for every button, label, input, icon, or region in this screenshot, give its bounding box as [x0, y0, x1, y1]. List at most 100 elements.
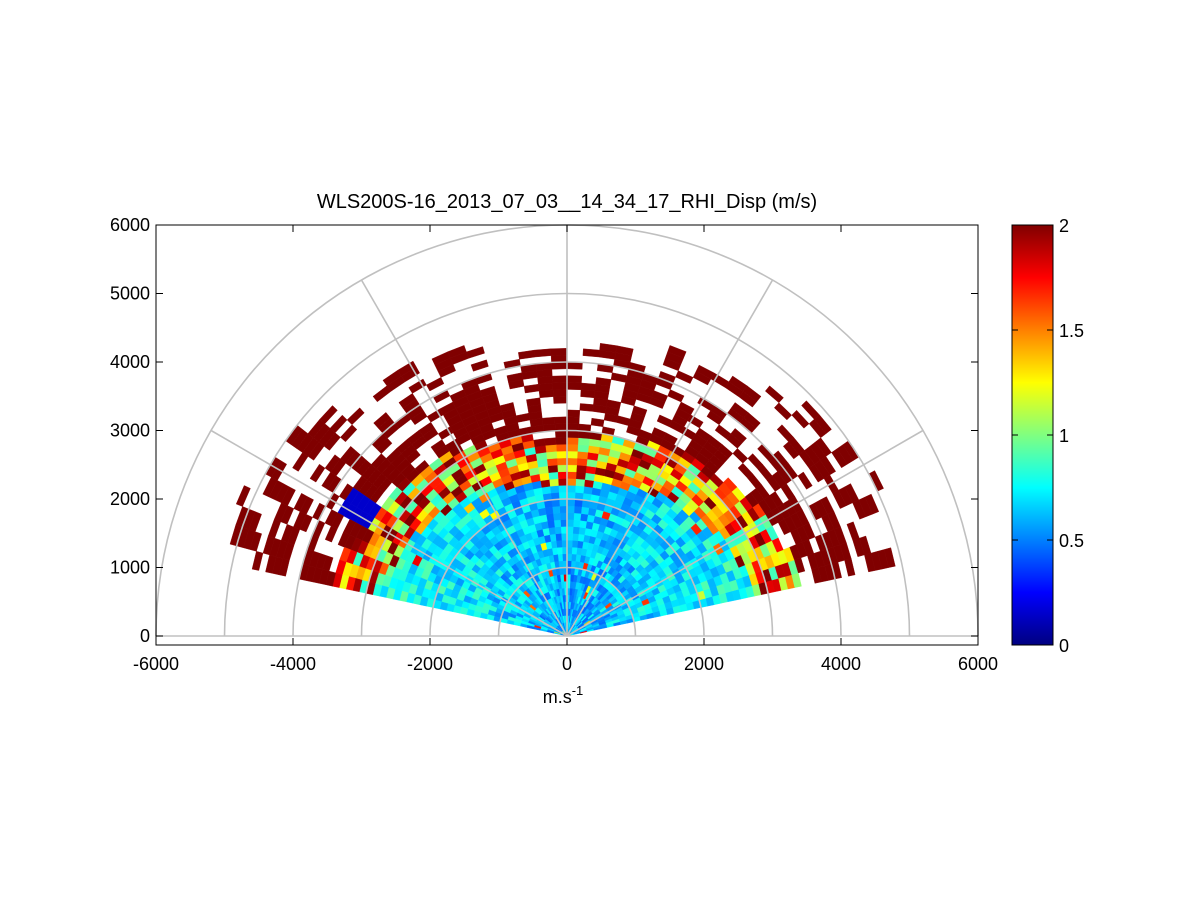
- colorbar: 00.511.52: [1012, 216, 1084, 656]
- range-gate-cell: [567, 458, 577, 465]
- range-gate-cell: [576, 479, 585, 487]
- colorbar-ramp: [1012, 225, 1053, 645]
- range-gate-cell: [556, 444, 567, 451]
- range-gate-cell: [554, 520, 561, 527]
- y-tick-label: 2000: [110, 489, 150, 509]
- range-gate-cell: [567, 376, 582, 383]
- y-tick-label: 4000: [110, 352, 150, 372]
- range-gate-cell: [576, 472, 586, 480]
- range-gate-cell: [567, 540, 572, 547]
- range-gate-cell: [567, 533, 573, 540]
- range-gate-cell: [567, 499, 575, 506]
- range-gate-cell: [578, 438, 590, 446]
- range-gate-cell: [555, 431, 567, 438]
- range-gate-cell: [558, 478, 567, 485]
- range-gate-cell: [533, 439, 545, 447]
- range-gate-cell: [553, 383, 567, 390]
- range-gate-cell: [557, 451, 568, 458]
- range-gate-cell: [567, 526, 573, 533]
- range-gate-cell: [557, 458, 567, 465]
- range-gate-cell: [567, 465, 577, 472]
- range-gate-cell: [571, 568, 575, 575]
- range-gate-cell: [560, 520, 567, 527]
- range-gate-cell: [553, 396, 567, 403]
- range-gate-cell: [578, 445, 589, 453]
- range-gate-cell: [547, 458, 558, 466]
- x-axis-label-base: m.s: [543, 687, 572, 707]
- range-gate-cell: [567, 513, 574, 520]
- range-gate-cell: [567, 478, 576, 485]
- range-gate-cell: [570, 574, 574, 581]
- y-tick-label: 6000: [110, 215, 150, 235]
- range-gate-cell: [557, 465, 567, 472]
- range-gate-cell: [579, 520, 586, 528]
- range-gate-cell: [561, 526, 567, 533]
- range-gate-cell: [546, 451, 557, 459]
- range-gate-cell: [552, 376, 567, 383]
- colorbar-tick-label: 0.5: [1059, 531, 1084, 551]
- x-tick-label: 4000: [821, 654, 861, 674]
- range-gate-cell: [567, 437, 578, 444]
- range-gate-cell: [581, 383, 596, 391]
- range-gate-cell: [567, 492, 575, 499]
- range-gate-cell: [550, 486, 559, 494]
- range-gate-cell: [567, 485, 576, 492]
- range-gate-cell: [548, 472, 558, 480]
- range-gate-cell: [567, 506, 574, 513]
- range-gate-cell: [555, 417, 567, 424]
- x-axis-label-exponent: -1: [572, 683, 584, 698]
- range-gate-cell: [548, 465, 558, 473]
- x-tick-label: 0: [562, 654, 572, 674]
- range-gate-cell: [567, 383, 581, 390]
- range-gate-cell: [579, 527, 586, 535]
- y-tick-label: 1000: [110, 558, 150, 578]
- range-gate-cell: [576, 465, 586, 473]
- x-tick-label: -6000: [133, 654, 179, 674]
- range-gate-cell: [572, 540, 578, 547]
- y-tick-label: 0: [140, 626, 150, 646]
- range-gate-cell: [567, 410, 580, 417]
- x-axis-label: m.s-1: [543, 683, 584, 707]
- range-gate-cell: [580, 514, 588, 522]
- range-gate-cell: [572, 533, 578, 540]
- x-tick-label: 2000: [684, 654, 724, 674]
- range-gate-cell: [577, 541, 583, 549]
- range-gate-cell: [567, 472, 576, 479]
- range-gate-cell: [578, 534, 585, 542]
- range-gate-cell: [576, 548, 582, 556]
- range-gate-cell: [545, 445, 556, 453]
- range-gate-cell: [573, 520, 580, 527]
- colorbar-tick-label: 1: [1059, 426, 1069, 446]
- range-gate-cell: [549, 479, 558, 487]
- range-gate-cell: [556, 437, 567, 444]
- range-gate-cell: [567, 451, 578, 458]
- range-gate-cell: [552, 506, 560, 513]
- range-gate-cell: [572, 547, 577, 554]
- range-gate-cell: [553, 389, 567, 396]
- range-gate-cell: [559, 492, 567, 499]
- range-gate-cell: [555, 533, 561, 540]
- chart-title: WLS200S-16_2013_07_03__14_34_17_RHI_Disp…: [317, 191, 817, 213]
- colorbar-tick-label: 1.5: [1059, 321, 1084, 341]
- range-gate-cell: [567, 444, 578, 451]
- y-tick-label: 5000: [110, 284, 150, 304]
- range-gate-cell: [551, 348, 567, 355]
- range-gate-cell: [555, 527, 562, 534]
- y-tick-label: 3000: [110, 421, 150, 441]
- colorbar-tick-label: 2: [1059, 216, 1069, 236]
- range-gate-cell: [545, 438, 557, 446]
- x-tick-label: 6000: [958, 654, 998, 674]
- range-gate-cell: [567, 520, 574, 527]
- range-gate-cell: [534, 349, 551, 357]
- range-gate-cell: [559, 499, 567, 506]
- range-gate-cell: [562, 540, 567, 547]
- range-gate-cell: [583, 349, 600, 357]
- range-gate-cell: [561, 533, 567, 540]
- range-gate-cell: [567, 431, 579, 438]
- range-gate-cell: [553, 513, 560, 520]
- range-gate-cell: [581, 507, 589, 515]
- x-tick-label: -2000: [407, 654, 453, 674]
- range-gate-cell: [580, 404, 594, 412]
